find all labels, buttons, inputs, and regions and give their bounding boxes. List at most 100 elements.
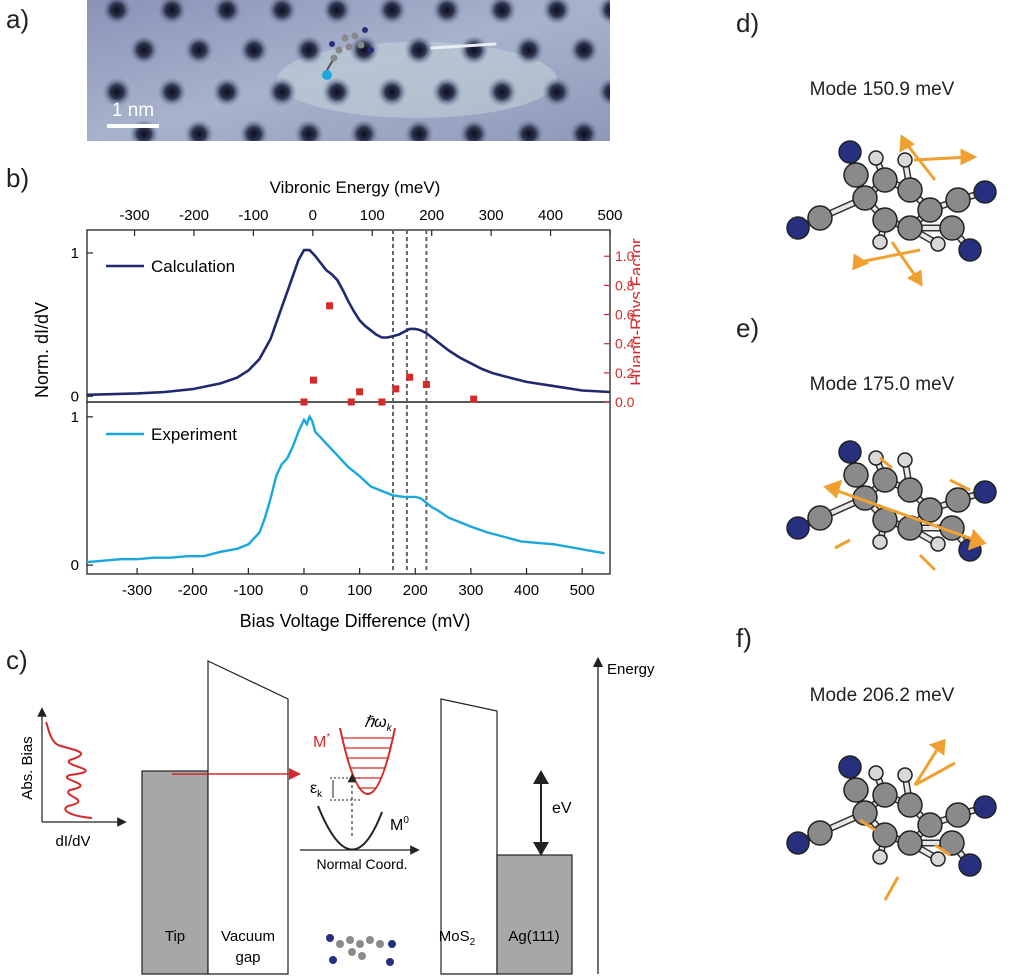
- stm-feature: [432, 77, 462, 107]
- molecule-icon: [326, 934, 396, 966]
- atom: [872, 849, 888, 865]
- hr-tick-label: 0.4: [615, 336, 635, 352]
- atom: [897, 477, 923, 503]
- mode-e-molecule: [786, 440, 997, 572]
- huang-rhys-points: [300, 302, 478, 406]
- huang-rhys-point: [347, 398, 355, 406]
- top-tick-label: 500: [597, 207, 622, 224]
- didv-label: dI/dV: [55, 833, 90, 850]
- atom: [897, 152, 913, 168]
- huang-rhys-point: [406, 373, 414, 381]
- atom: [917, 197, 943, 223]
- top-tick-label: -100: [238, 207, 268, 224]
- stm-feature: [294, 35, 324, 65]
- atom: [838, 440, 862, 464]
- atom: [868, 765, 884, 781]
- ag-label: Ag(111): [508, 928, 559, 945]
- mode-d-title: Mode 150.9 meV: [809, 79, 955, 100]
- huang-rhys-point: [326, 302, 334, 310]
- vacuum-label-1: Vacuum: [221, 928, 275, 945]
- legend-experiment: Experiment: [151, 425, 237, 444]
- atom: [852, 185, 878, 211]
- stm-feature: [212, 77, 242, 107]
- atom: [868, 450, 884, 466]
- panel-label-d: d): [736, 8, 760, 38]
- mos2-label: MoS2: [439, 928, 476, 948]
- mode-f-title: Mode 206.2 meV: [809, 685, 955, 706]
- hr-tick-label: 0.2: [615, 365, 635, 381]
- atom: [897, 767, 913, 783]
- stm-feature: [157, 0, 187, 25]
- atom: [843, 462, 869, 488]
- top-axis-ticks: -300 -200 -100 0 100 200 300 400 500: [120, 207, 623, 236]
- stm-feature: [322, 77, 352, 107]
- calc-y-tick-label: 1: [71, 245, 79, 262]
- atom: [872, 534, 888, 550]
- atom: [973, 180, 997, 204]
- atom: [958, 853, 982, 877]
- energy-label: Energy: [607, 661, 655, 678]
- stm-feature: [267, 77, 297, 107]
- stm-feature: [597, 77, 610, 107]
- tip-label: Tip: [165, 928, 185, 945]
- potential-parabolas: [300, 727, 420, 855]
- stm-feature: [514, 35, 544, 65]
- bias-inset: Abs. Bias dI/dV: [19, 707, 127, 850]
- bottom-tick-label: 200: [403, 582, 428, 599]
- mode-e-title: Mode 175.0 meV: [809, 374, 955, 395]
- hr-tick-label: 0.8: [615, 277, 635, 293]
- top-axis-label: Vibronic Energy (meV): [270, 178, 441, 197]
- mode-d-arrows: [852, 134, 978, 287]
- stm-feature: [514, 119, 544, 141]
- panel-label-f: f): [736, 623, 752, 653]
- bottom-axis-ticks: -300 -200 -100 0 100 200 300 400 500: [122, 568, 595, 599]
- scalebar: [107, 124, 159, 128]
- stm-image-svg: 1 nm: [87, 0, 610, 141]
- calc-panel-frame: [86, 229, 611, 403]
- huang-rhys-point: [392, 385, 400, 393]
- m-star-label: M*: [313, 732, 330, 751]
- x-axis-label: Bias Voltage Difference (mV): [240, 611, 471, 631]
- bottom-tick-label: 400: [514, 582, 539, 599]
- stm-feature: [377, 0, 407, 25]
- epsilon-label: εk: [310, 780, 323, 800]
- stm-feature: [569, 35, 599, 65]
- stm-image: 1 nm: [87, 0, 610, 141]
- panel-label-a: a): [6, 4, 30, 34]
- atom: [872, 467, 898, 493]
- atom: [939, 215, 965, 241]
- huang-rhys-point: [309, 376, 317, 384]
- mode-f-molecule: [786, 738, 997, 901]
- mode-d-molecule: [786, 134, 997, 287]
- atom: [945, 487, 971, 513]
- atom: [786, 216, 810, 240]
- stm-feature: [129, 35, 159, 65]
- spectra-chart: Vibronic Energy (meV) -300 -200 -100 0 100 20…: [32, 178, 640, 631]
- atom: [897, 830, 923, 856]
- bottom-tick-label: 0: [300, 582, 308, 599]
- atom: [973, 480, 997, 504]
- atom: [930, 536, 946, 552]
- stm-feature: [239, 35, 269, 65]
- stm-feature: [349, 119, 379, 141]
- tip-block: [141, 770, 209, 975]
- panel-label-c: c): [6, 645, 28, 675]
- mode-e-arrows: [823, 456, 987, 572]
- atom: [807, 505, 833, 531]
- atom: [930, 851, 946, 867]
- bottom-tick-label: -100: [233, 582, 263, 599]
- atom: [958, 238, 982, 262]
- stm-feature: [404, 35, 434, 65]
- vacuum-gap-block: [207, 660, 289, 975]
- atom: [852, 800, 878, 826]
- atom: [897, 177, 923, 203]
- mode-f-arrows: [859, 738, 956, 901]
- stm-feature: [322, 0, 352, 25]
- atom: [872, 167, 898, 193]
- experiment-curve: [86, 414, 605, 564]
- top-tick-label: -300: [120, 207, 150, 224]
- stm-feature: [184, 119, 214, 141]
- huang-rhys-point: [422, 381, 430, 389]
- ev-label: eV: [552, 800, 572, 817]
- atom: [807, 820, 833, 846]
